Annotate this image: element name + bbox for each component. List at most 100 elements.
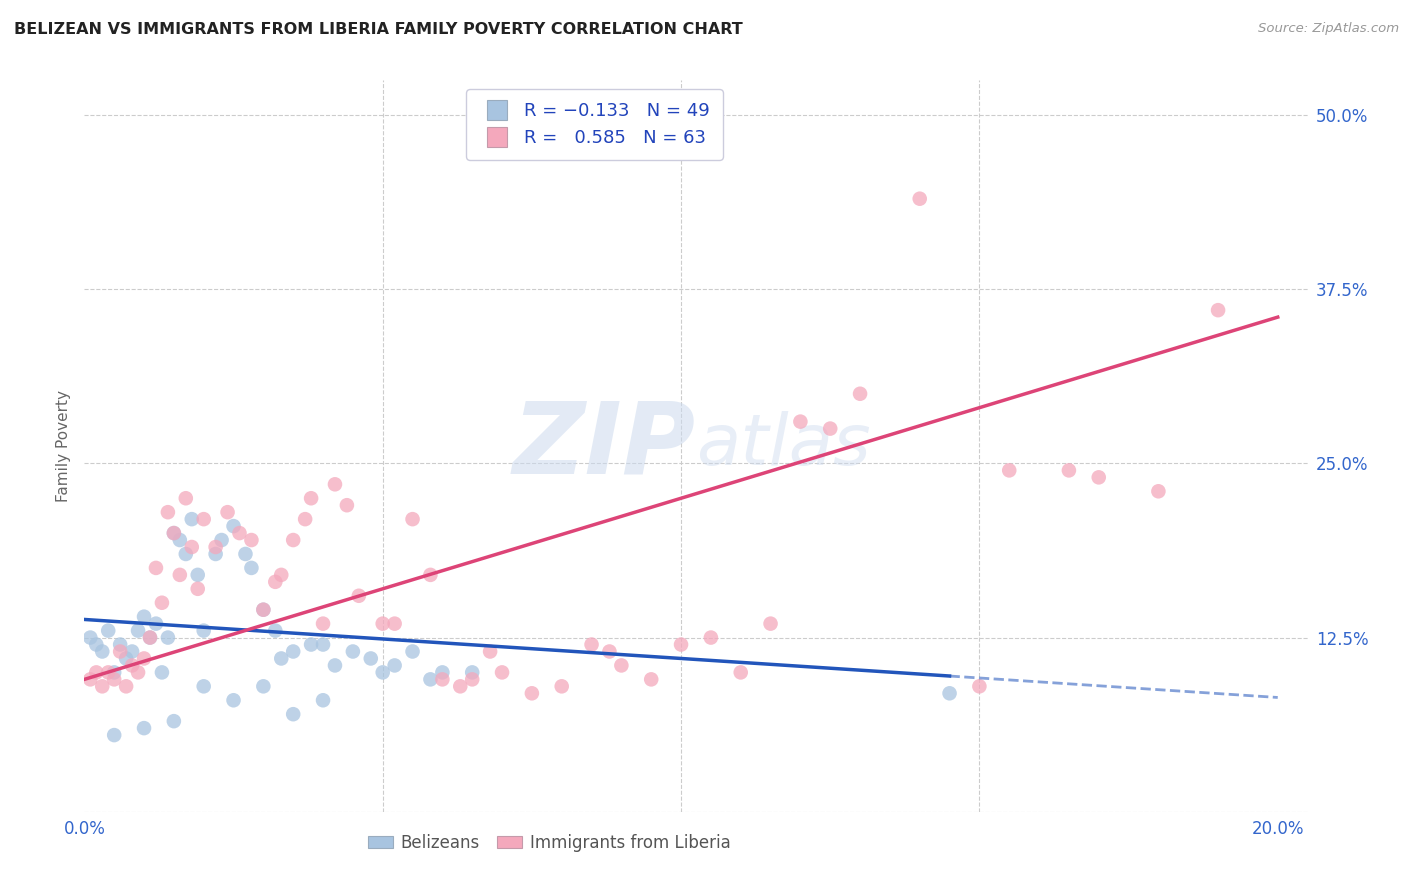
Point bbox=[491, 665, 513, 680]
Text: BELIZEAN VS IMMIGRANTS FROM LIBERIA FAMILY POVERTY CORRELATION CHART: BELIZEAN VS IMMIGRANTS FROM LIBERIA FAMI… bbox=[14, 22, 742, 37]
Point bbox=[150, 665, 173, 680]
Point bbox=[401, 644, 423, 658]
Point bbox=[121, 658, 143, 673]
Point bbox=[235, 547, 257, 561]
Legend: Belizeans, Immigrants from Liberia: Belizeans, Immigrants from Liberia bbox=[361, 827, 738, 858]
Point bbox=[108, 638, 131, 652]
Point bbox=[169, 567, 191, 582]
Point bbox=[449, 679, 471, 693]
Point bbox=[730, 665, 752, 680]
Point bbox=[163, 526, 186, 541]
Point bbox=[432, 673, 454, 687]
Point bbox=[371, 616, 394, 631]
Point bbox=[132, 651, 155, 665]
Point bbox=[240, 561, 263, 575]
Point bbox=[169, 533, 191, 547]
Point bbox=[598, 644, 620, 658]
Point bbox=[97, 624, 120, 638]
Point bbox=[97, 665, 120, 680]
Point bbox=[204, 540, 226, 554]
Y-axis label: Family Poverty: Family Poverty bbox=[56, 390, 72, 502]
Point bbox=[432, 665, 454, 680]
Point bbox=[294, 512, 316, 526]
Point bbox=[283, 707, 305, 722]
Point bbox=[193, 624, 215, 638]
Point bbox=[520, 686, 543, 700]
Point bbox=[283, 644, 305, 658]
Point bbox=[700, 631, 723, 645]
Point bbox=[132, 609, 155, 624]
Point bbox=[91, 644, 114, 658]
Point bbox=[132, 721, 155, 735]
Point bbox=[222, 693, 245, 707]
Point bbox=[998, 463, 1021, 477]
Text: ZIP: ZIP bbox=[513, 398, 696, 494]
Point bbox=[312, 638, 335, 652]
Point bbox=[187, 582, 209, 596]
Point bbox=[79, 673, 101, 687]
Point bbox=[938, 686, 960, 700]
Point bbox=[270, 651, 292, 665]
Point bbox=[240, 533, 263, 547]
Point bbox=[103, 673, 125, 687]
Point bbox=[640, 673, 662, 687]
Point bbox=[1057, 463, 1080, 477]
Point bbox=[163, 526, 186, 541]
Point bbox=[211, 533, 233, 547]
Point bbox=[91, 679, 114, 693]
Point bbox=[139, 631, 162, 645]
Point bbox=[419, 567, 441, 582]
Point bbox=[347, 589, 370, 603]
Point bbox=[264, 624, 287, 638]
Point bbox=[145, 616, 167, 631]
Point bbox=[299, 491, 322, 506]
Point bbox=[384, 616, 406, 631]
Point bbox=[115, 679, 138, 693]
Point bbox=[180, 512, 202, 526]
Point bbox=[401, 512, 423, 526]
Point bbox=[336, 498, 359, 512]
Point bbox=[969, 679, 991, 693]
Point bbox=[204, 547, 226, 561]
Point bbox=[789, 415, 811, 429]
Point bbox=[217, 505, 239, 519]
Point bbox=[252, 603, 274, 617]
Point bbox=[252, 603, 274, 617]
Point bbox=[103, 728, 125, 742]
Point bbox=[84, 665, 107, 680]
Point bbox=[145, 561, 167, 575]
Point bbox=[79, 631, 101, 645]
Point bbox=[908, 192, 931, 206]
Point bbox=[551, 679, 574, 693]
Point bbox=[187, 567, 209, 582]
Point bbox=[342, 644, 364, 658]
Point bbox=[264, 574, 287, 589]
Point bbox=[610, 658, 633, 673]
Point bbox=[312, 616, 335, 631]
Text: atlas: atlas bbox=[696, 411, 870, 481]
Point bbox=[759, 616, 782, 631]
Point bbox=[818, 421, 841, 435]
Point bbox=[419, 673, 441, 687]
Point bbox=[127, 665, 149, 680]
Point bbox=[108, 644, 131, 658]
Point bbox=[270, 567, 292, 582]
Point bbox=[323, 658, 346, 673]
Point bbox=[228, 526, 250, 541]
Point bbox=[252, 679, 274, 693]
Point bbox=[156, 505, 179, 519]
Point bbox=[461, 665, 484, 680]
Point bbox=[461, 673, 484, 687]
Point bbox=[103, 665, 125, 680]
Point bbox=[193, 679, 215, 693]
Point bbox=[384, 658, 406, 673]
Point bbox=[174, 491, 197, 506]
Point bbox=[193, 512, 215, 526]
Point bbox=[174, 547, 197, 561]
Point bbox=[127, 624, 149, 638]
Point bbox=[222, 519, 245, 533]
Point bbox=[156, 631, 179, 645]
Point bbox=[1206, 303, 1229, 318]
Point bbox=[849, 386, 872, 401]
Point bbox=[581, 638, 603, 652]
